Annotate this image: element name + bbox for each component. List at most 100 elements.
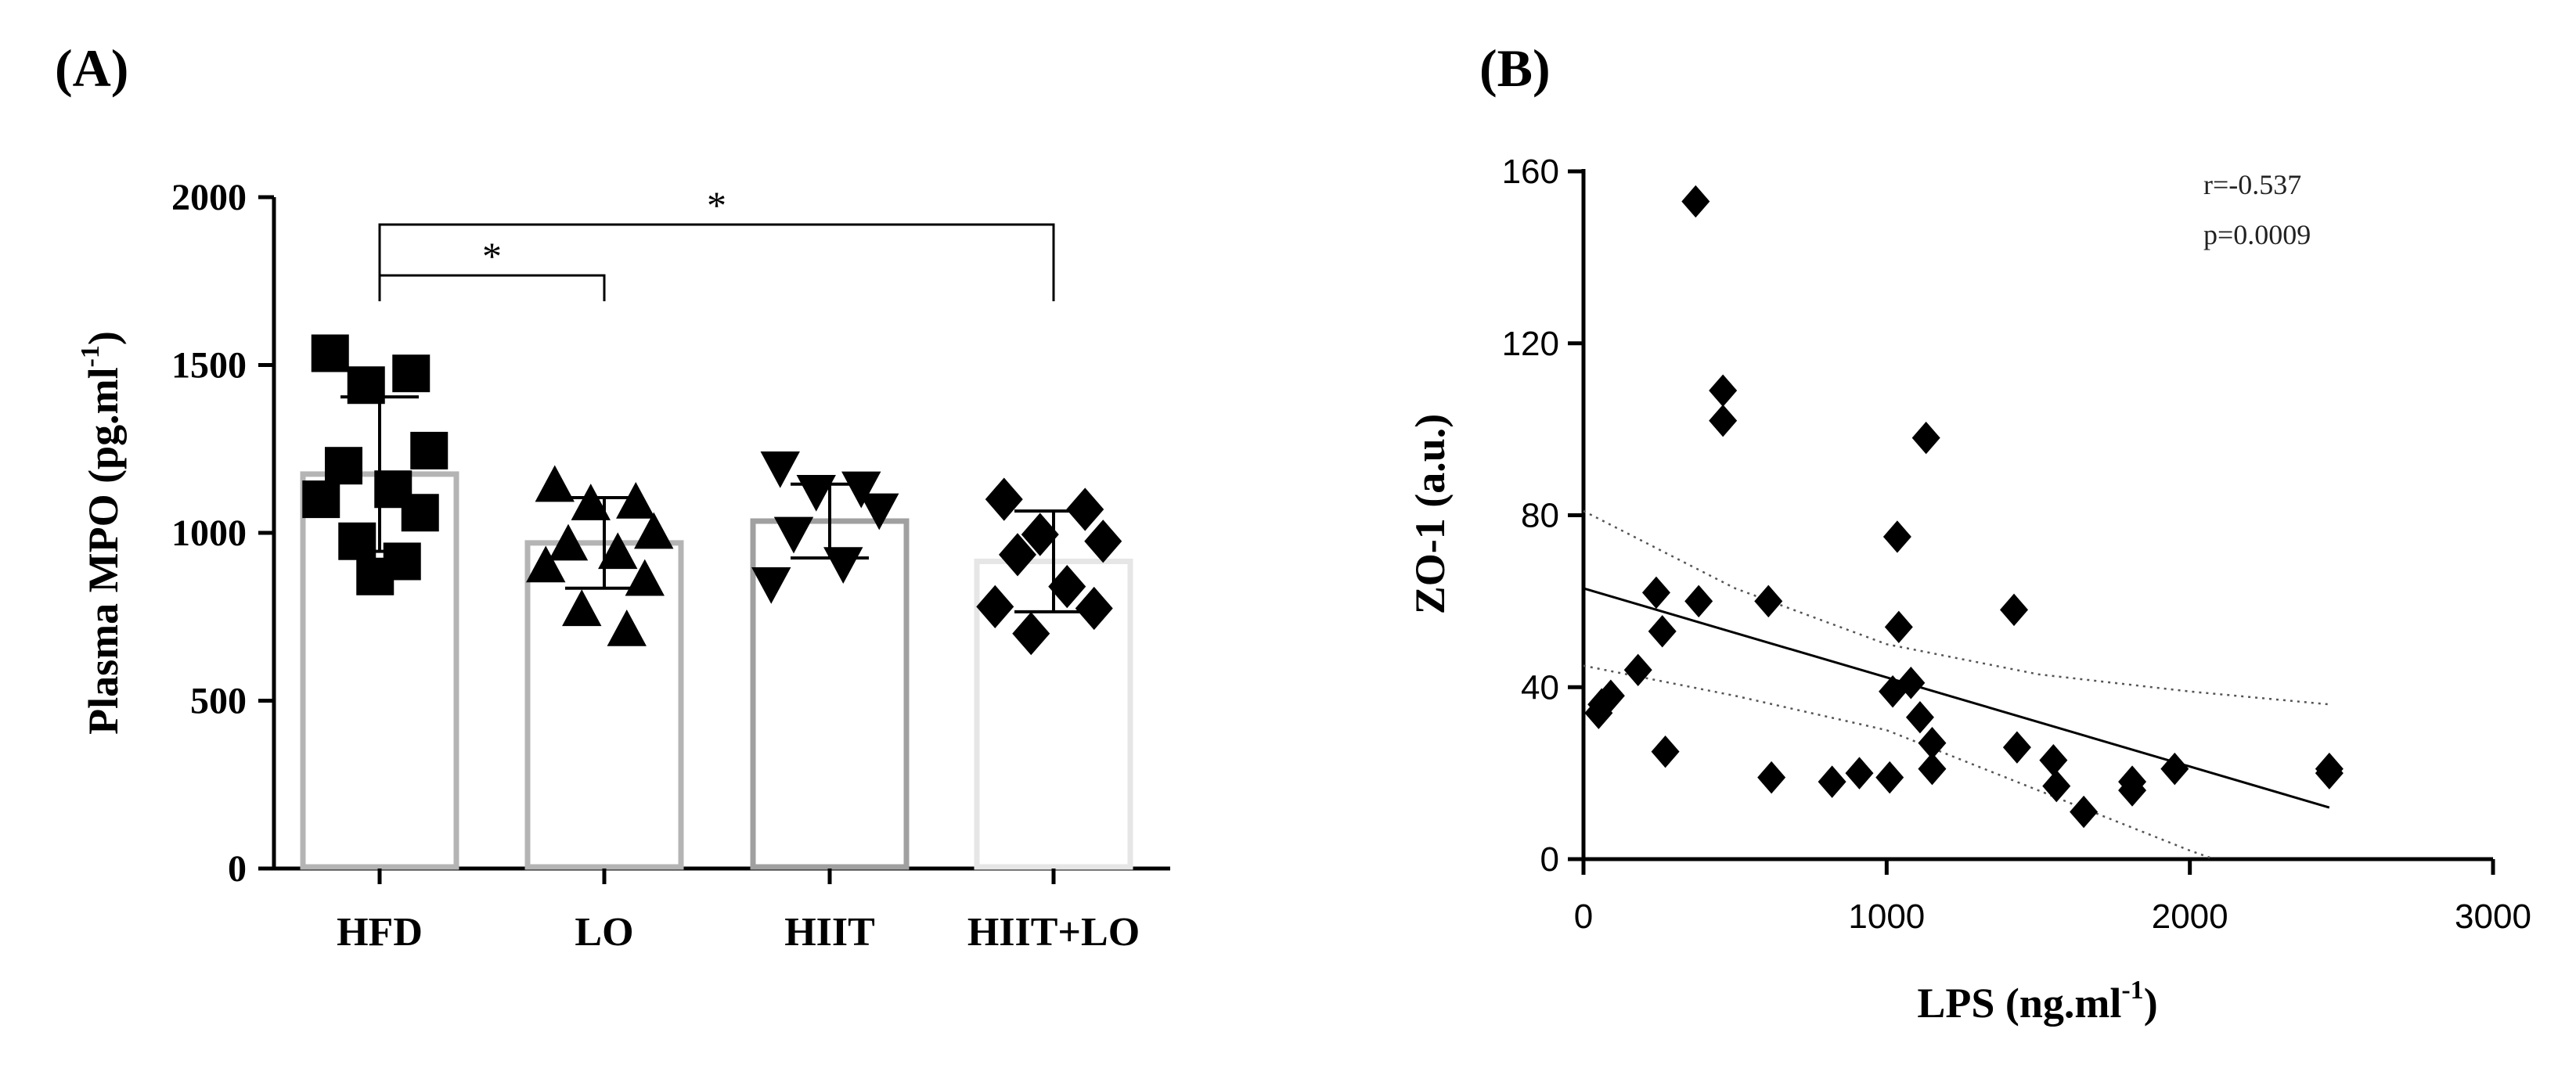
panel-b-x-title-sup: -1 — [2121, 976, 2143, 1005]
panel-b-r-value: r=-0.537 — [2203, 169, 2301, 200]
panel-b-point — [2039, 743, 2068, 777]
panel-b-point — [1882, 520, 1911, 553]
panel-a-point — [773, 516, 814, 554]
panel-a-point — [616, 481, 656, 519]
panel-b-point — [1757, 761, 1786, 794]
panel-a-y-title-sup: -1 — [76, 345, 105, 367]
panel-a-category-label: LO — [575, 910, 633, 955]
panel-b-point — [2002, 731, 2031, 764]
panel-b-point — [1648, 615, 1677, 648]
panel-a-point — [976, 584, 1014, 628]
panel-b-point — [2070, 795, 2099, 829]
panel-b-point — [1818, 765, 1846, 798]
panel-b-point — [1584, 696, 1613, 729]
panel-b-point — [1897, 667, 1926, 700]
panel-b-point — [2000, 593, 2029, 627]
panel-a-point — [1048, 565, 1086, 609]
panel-a-point — [1084, 520, 1122, 563]
panel-b-regression-line — [1583, 587, 2330, 809]
panel-b-point — [2160, 752, 2189, 786]
panel-b-point — [1709, 404, 1738, 437]
panel-b-point — [1709, 374, 1738, 407]
panel-a-point — [392, 354, 431, 393]
panel-a-point — [859, 493, 899, 531]
panel-b-y-tick-label: 0 — [1540, 840, 1559, 879]
panel-a-point — [325, 447, 362, 485]
panel-a-point — [410, 431, 449, 469]
panel-a-y-tick-label: 1500 — [171, 345, 247, 387]
panel-b-p-value: p=0.0009 — [2203, 219, 2311, 250]
panel-a-point — [1075, 586, 1113, 631]
panel-a-sig-bracket — [378, 223, 1055, 301]
panel-b-y-tick-label: 160 — [1502, 153, 1559, 191]
panel-a-y-title-close: ) — [80, 331, 127, 345]
panel-b-y-tick-label: 40 — [1521, 668, 1559, 707]
panel-b-point — [1641, 576, 1670, 610]
panel-a-point — [535, 465, 575, 502]
panel-a-point — [562, 589, 602, 627]
panel-b-x-tick-label: 0 — [1574, 897, 1593, 936]
panel-a-y-title-text: Plasma MPO (pg.ml — [80, 367, 127, 734]
panel-a-point — [796, 474, 836, 512]
panel-b: (B) 0 40 80 120 160 0 1000 2000 3000 r=-0.537 p… — [1407, 38, 2531, 1027]
panel-b-point — [1684, 584, 1713, 618]
panel-a-category-labels: HFD LO HIIT HIIT+LO — [337, 910, 1140, 955]
panel-a-category-label: HFD — [337, 910, 423, 955]
panel-a-y-tick-label: 0 — [228, 848, 247, 890]
panel-a-significance: ** — [378, 183, 1055, 301]
svg-text:Plasma MPO (pg.ml-1): Plasma MPO (pg.ml-1) — [76, 331, 127, 735]
panel-a-y-tick-label: 500 — [190, 681, 247, 722]
panel-a-point — [1021, 513, 1059, 556]
panel-b-points — [1584, 185, 2344, 829]
panel-b-y-tick-labels: 0 40 80 120 160 — [1502, 153, 1559, 879]
panel-a-point — [598, 532, 638, 570]
panel-a-y-title: Plasma MPO (pg.ml-1) — [76, 331, 127, 735]
panel-b-x-tick-label: 2000 — [2152, 897, 2228, 936]
panel-b-point — [1918, 726, 1947, 760]
panel-a-sig-star: * — [482, 234, 502, 278]
panel-a-point — [607, 610, 647, 646]
panel-b-x-title-text: LPS (ng.ml — [1917, 980, 2121, 1027]
panel-b-x-tick-label: 3000 — [2455, 897, 2531, 936]
panel-a-point — [571, 484, 611, 520]
panel-a-point — [302, 480, 340, 519]
panel-b-x-tick-labels: 0 1000 2000 3000 — [1574, 897, 2531, 936]
panel-a-bars — [300, 471, 1133, 870]
panel-b-point — [1884, 610, 1913, 644]
panel-a-point — [823, 547, 863, 584]
panel-a-point — [841, 471, 881, 509]
panel-b-x-tick-label: 1000 — [1848, 897, 1925, 936]
panel-b-point — [1845, 757, 1874, 789]
panel-a-y-tick-label: 1000 — [171, 513, 247, 554]
panel-a-point — [356, 557, 395, 595]
panel-b-point — [1623, 653, 1652, 686]
panel-a-label: (A) — [55, 38, 128, 98]
panel-b-point — [1905, 701, 1934, 734]
panel-a-point — [999, 533, 1036, 577]
panel-b-point — [1911, 421, 1940, 455]
panel-a-points — [302, 334, 1122, 656]
panel-a-y-tick-label: 2000 — [171, 177, 247, 218]
panel-a-y-tick-labels: 0 500 1000 1500 2000 — [171, 177, 247, 890]
panel-b-ci-lower — [1583, 664, 2215, 861]
panel-b-x-title: LPS (ng.ml-1) — [1917, 976, 2157, 1027]
panel-b-point — [2315, 752, 2344, 786]
panel-a-point — [401, 494, 439, 532]
panel-a-category-label: HIIT+LO — [967, 910, 1140, 955]
panel-a-point — [347, 366, 385, 405]
panel-b-point — [2118, 774, 2147, 807]
panel-b-x-ticks — [1581, 859, 2495, 875]
panel-b-label: (B) — [1479, 38, 1551, 98]
panel-a-bar — [524, 540, 684, 870]
panel-a-point — [311, 334, 349, 372]
panel-a-sig-bracket — [378, 274, 606, 301]
panel-b-y-tick-label: 120 — [1502, 325, 1559, 363]
panel-a-point — [760, 451, 800, 488]
panel-b-point — [1918, 752, 1947, 786]
panel-b-y-title-text: ZO-1 (a.u.) — [1407, 414, 1454, 615]
panel-b-y-title: ZO-1 (a.u.) — [1407, 414, 1454, 615]
panel-a-point — [1012, 612, 1050, 656]
panel-a-y-ticks — [258, 195, 274, 871]
